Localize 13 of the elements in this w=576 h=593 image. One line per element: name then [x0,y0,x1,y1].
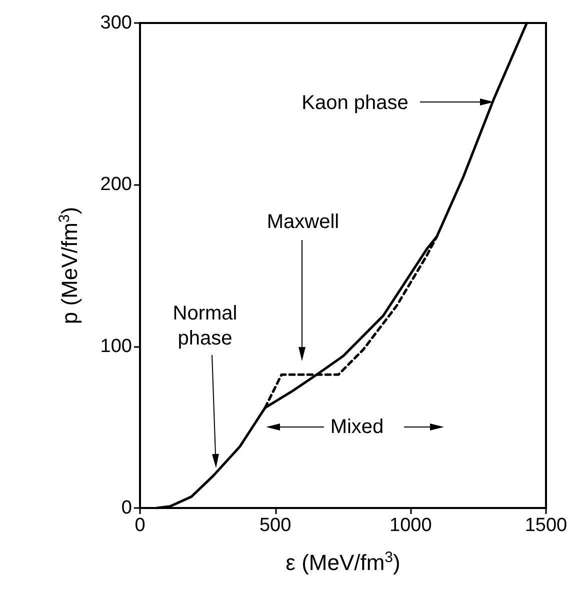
y-tick-label: 0 [121,498,132,518]
x-tick-label: 0 [134,515,146,536]
annotation: Mixed [330,416,384,438]
x-tick-label: 1000 [390,515,432,536]
annotation: Maxwell [266,211,340,233]
y-tick-label: 300 [100,12,132,34]
y-tick-label: 100 [100,336,132,357]
annotation: Normal phase [172,302,238,350]
annotation: Kaon phase [302,92,408,114]
x-tick-label: 500 [259,515,292,536]
y-tick-label: 200 [100,174,132,196]
y-axis-title: p (MeV/fm3) [56,206,82,324]
x-tick-label: 1500 [524,515,568,536]
